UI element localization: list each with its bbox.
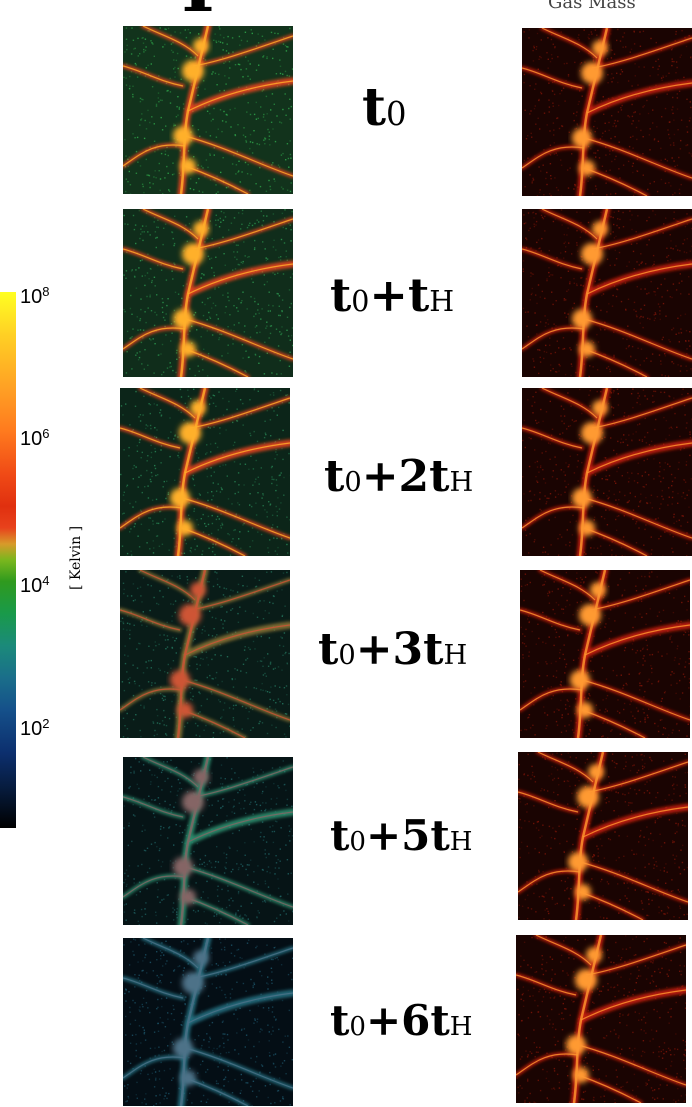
- colorbar-tick-label: 108: [20, 284, 50, 308]
- time-label: t0: [362, 77, 407, 138]
- gas-mass-panel: [520, 570, 690, 738]
- gas-mass-panel: [518, 752, 688, 920]
- temperature-panel: [123, 209, 293, 377]
- time-label: t0+3tH: [318, 624, 468, 675]
- gas-mass-column-header: Gas Mass: [548, 0, 636, 13]
- temperature-colorbar: [0, 292, 16, 828]
- gas-mass-panel: [522, 388, 692, 556]
- temperature-panel: [120, 388, 290, 556]
- time-label: t0+5tH: [330, 811, 473, 860]
- gas-mass-panel: [516, 935, 686, 1103]
- gas-mass-panel: [522, 28, 692, 196]
- temperature-panel: [123, 757, 293, 925]
- time-label: t0+tH: [330, 268, 455, 322]
- colorbar-unit-label: [ Kelvin ]: [68, 525, 84, 590]
- gas-mass-panel: [522, 209, 692, 377]
- time-label: t0+6tH: [330, 996, 473, 1045]
- colorbar-tick-label: 102: [20, 716, 50, 740]
- colorbar-tick-label: 104: [20, 573, 50, 597]
- time-label: t0+2tH: [324, 451, 474, 502]
- temperature-panel: [123, 26, 293, 194]
- temperature-panel: [123, 938, 293, 1106]
- temperature-column-header: T: [172, 0, 224, 28]
- colorbar-tick-label: 106: [20, 426, 50, 450]
- temperature-panel: [120, 570, 290, 738]
